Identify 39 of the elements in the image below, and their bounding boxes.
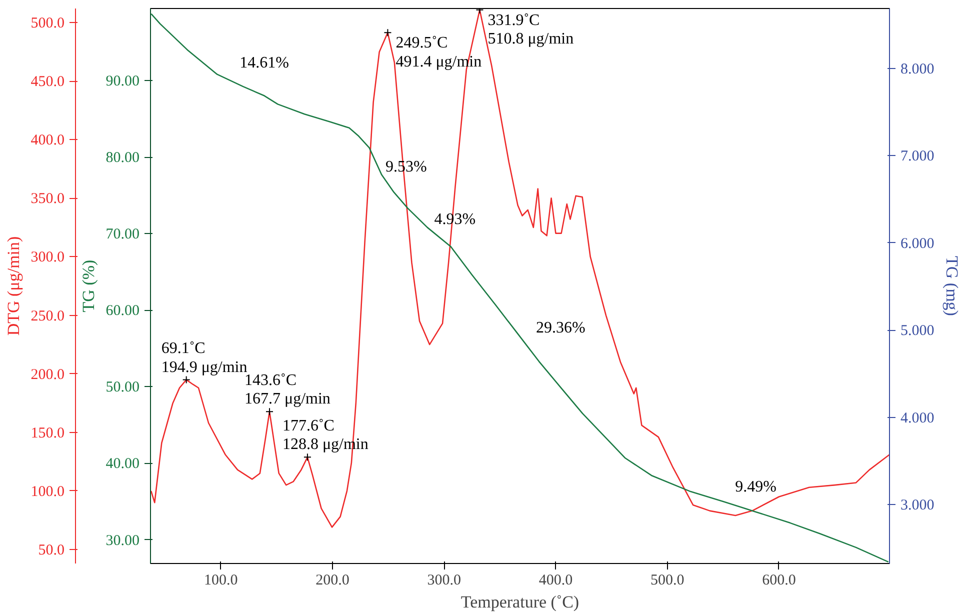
y2-tick-label: 50.00: [106, 380, 140, 396]
y3-tick-label: 3.000: [900, 498, 934, 514]
y3-tick-label: 6.000: [900, 236, 934, 252]
y2-tick-label: 30.00: [106, 532, 140, 549]
annotation: 29.36%: [536, 320, 586, 337]
x-tick-label: 400.0: [538, 572, 573, 588]
y2-axis-title: TG (%): [78, 260, 98, 312]
y-tick-label: 250.0: [30, 308, 64, 324]
y-axis-title: DTG (μg/min): [4, 236, 23, 336]
y3-tick-label: 7.000: [900, 148, 934, 165]
y-tick-label: 350.0: [30, 191, 64, 208]
x-tick-label: 500.0: [650, 572, 684, 588]
y-tick-label: 200.0: [30, 366, 64, 383]
y-tick-label: 450.0: [30, 74, 64, 90]
y3-tick-label: 8.000: [900, 61, 934, 78]
y-tick-label: 300.0: [30, 250, 64, 266]
y3-tick-label: 4.000: [900, 410, 934, 426]
y3-tick-label: 5.000: [900, 323, 934, 340]
x-tick-label: 600.0: [762, 572, 796, 588]
y3-axis-title: TG (mg): [942, 256, 962, 316]
y-tick-label: 150.0: [30, 425, 64, 442]
y2-tick-label: 40.00: [106, 456, 140, 472]
annotation: 14.61%: [240, 54, 289, 72]
y2-tick-label: 90.00: [106, 73, 140, 90]
y-tick-label: 400.0: [30, 132, 64, 149]
y-tick-label: 500.0: [30, 16, 64, 32]
x-tick-label: 200.0: [316, 572, 350, 588]
y-tick-label: 50.0: [38, 542, 64, 558]
x-tick-label: 300.0: [427, 572, 461, 588]
y2-tick-label: 70.00: [106, 226, 140, 243]
annotation: 143.6˚C 167.7 μg/min: [244, 372, 330, 408]
y-tick-label: 100.0: [30, 484, 64, 500]
y2-tick-label: 60.00: [106, 303, 140, 320]
x-tick-label: 100.0: [204, 572, 238, 588]
y2-tick-label: 80.00: [106, 150, 140, 166]
x-axis-title: Temperature (˚C): [460, 592, 580, 612]
annotation: 331.9˚C 510.8 μg/min: [488, 12, 574, 48]
annotation: 69.1˚C 194.9 μg/min: [161, 340, 248, 376]
annotation: 9.49%: [735, 478, 776, 496]
